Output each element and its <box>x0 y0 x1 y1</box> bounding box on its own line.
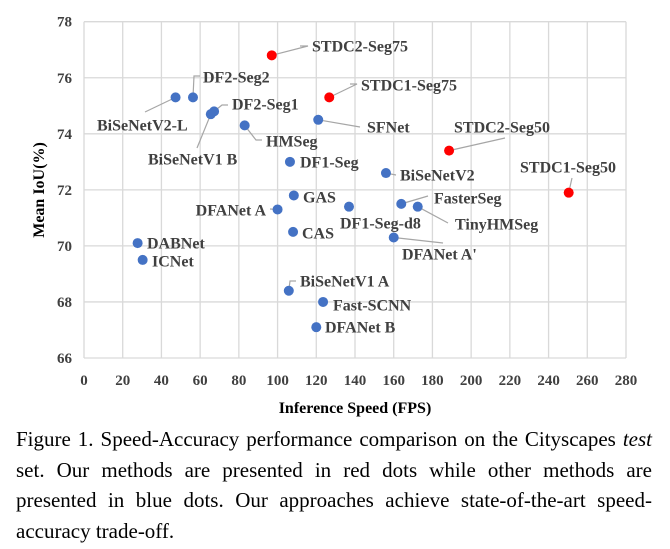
point-label: Fast-SCNN <box>333 298 412 315</box>
blue-data-point <box>311 322 322 333</box>
point-label: DFANet A' <box>402 247 477 264</box>
blue-data-point <box>380 168 391 179</box>
point-label: STDC1-Seg75 <box>361 78 457 95</box>
point-label: HMSeg <box>266 134 318 151</box>
leader-line <box>271 45 309 56</box>
data-points <box>132 50 574 333</box>
point-label: FasterSeg <box>434 191 502 208</box>
x-tick-label: 220 <box>499 373 522 389</box>
leader-line <box>328 83 358 98</box>
x-tick-label: 180 <box>421 373 444 389</box>
point-label: BiSeNetV2 <box>400 168 475 185</box>
x-tick-label: 60 <box>193 373 208 389</box>
x-tick-label: 0 <box>80 373 88 389</box>
point-label: DFANet A <box>196 203 267 220</box>
x-tick-label: 200 <box>460 373 483 389</box>
y-tick-labels: 66 68 70 72 74 76 78 <box>57 15 73 367</box>
leader-line <box>144 96 176 113</box>
y-tick-label: 76 <box>57 71 73 87</box>
point-label: DF1-Seg-d8 <box>340 216 421 233</box>
blue-data-point <box>205 109 216 120</box>
leader-lines <box>144 45 573 291</box>
y-tick-label: 74 <box>57 127 73 143</box>
scatter-chart: 0 20 40 60 80 100 120 140 160 180 200 220 240 260 280 … <box>31 15 637 417</box>
blue-data-point <box>239 120 250 131</box>
leader-line <box>318 119 361 128</box>
point-label: DF2-Seg2 <box>203 70 270 87</box>
caption-suffix: set. Our methods are presented in red do… <box>16 457 652 543</box>
x-tick-label: 80 <box>231 373 246 389</box>
x-tick-label: 240 <box>537 373 560 389</box>
blue-data-point <box>170 92 181 103</box>
x-tick-label: 140 <box>344 373 367 389</box>
red-data-point <box>563 187 574 198</box>
y-tick-label: 68 <box>57 295 72 311</box>
point-label: SFNet <box>367 120 410 137</box>
x-tick-label: 160 <box>382 373 405 389</box>
red-data-point <box>444 145 455 156</box>
x-tick-label: 20 <box>115 373 130 389</box>
point-label: STDC2-Seg75 <box>312 39 408 56</box>
leader-line <box>192 75 200 98</box>
caption-italic: test <box>622 427 652 451</box>
y-tick-label: 70 <box>57 239 72 255</box>
point-label: DABNet <box>147 236 205 253</box>
y-tick-label: 66 <box>57 351 73 367</box>
x-tick-labels: 0 20 40 60 80 100 120 140 160 180 200 220 240 260 280 <box>80 373 637 389</box>
blue-data-point <box>412 201 423 212</box>
x-tick-label: 260 <box>576 373 599 389</box>
point-label: DF1-Seg <box>300 155 359 172</box>
blue-data-point <box>313 114 324 125</box>
leader-line <box>244 125 262 141</box>
point-labels: STDC2-Seg75 STDC1-Seg75 STDC2-Seg50 STDC1-S… <box>97 39 616 337</box>
x-tick-label: 100 <box>266 373 289 389</box>
point-label: BiSeNetV1 A <box>300 274 390 291</box>
point-label: STDC2-Seg50 <box>454 120 550 137</box>
red-data-point <box>266 50 277 61</box>
x-tick-label: 120 <box>305 373 328 389</box>
figure-caption: Figure 1. Speed-Accuracy performance com… <box>16 424 652 546</box>
point-label: ICNet <box>152 254 194 271</box>
blue-data-point <box>132 238 143 249</box>
blue-data-point <box>288 226 299 237</box>
leader-line <box>196 113 212 149</box>
blue-data-point <box>187 92 198 103</box>
point-label: BiSeNetV2-L <box>97 118 188 135</box>
x-axis-label: Inference Speed (FPS) <box>279 400 432 417</box>
y-axis-label: Mean IoU(%) <box>31 142 48 238</box>
y-tick-label: 78 <box>57 15 72 31</box>
red-data-point <box>324 92 335 103</box>
leader-line <box>417 206 449 224</box>
blue-data-point <box>284 156 295 167</box>
point-label: TinyHMSeg <box>455 217 538 234</box>
point-label: STDC1-Seg50 <box>520 160 616 177</box>
blue-data-point <box>343 201 354 212</box>
blue-data-point <box>388 232 399 243</box>
leader-line <box>393 236 444 244</box>
point-label: DF2-Seg1 <box>232 97 299 114</box>
blue-data-point <box>318 296 329 307</box>
y-tick-label: 72 <box>57 183 72 199</box>
blue-data-point <box>272 204 283 215</box>
point-label: CAS <box>302 226 334 243</box>
x-tick-label: 40 <box>154 373 169 389</box>
point-label: GAS <box>303 190 336 207</box>
blue-data-point <box>283 285 294 296</box>
blue-data-point <box>137 254 148 265</box>
caption-prefix: Figure 1. Speed-Accuracy performance com… <box>16 427 623 451</box>
blue-data-point <box>396 198 407 209</box>
blue-data-point <box>288 190 299 201</box>
point-label: BiSeNetV1 B <box>148 152 238 169</box>
leader-line <box>448 137 506 152</box>
grid <box>83 21 627 359</box>
point-label: DFANet B <box>325 320 396 337</box>
x-tick-label: 280 <box>615 373 638 389</box>
